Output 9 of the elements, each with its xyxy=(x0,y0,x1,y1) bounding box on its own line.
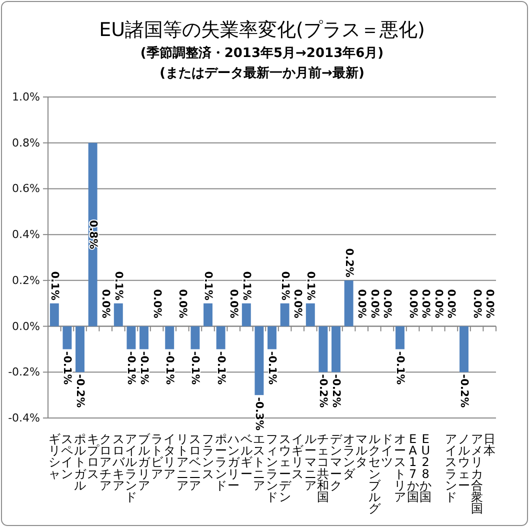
ytick-label: -0.4% xyxy=(8,412,40,424)
ytick-label: 0.8% xyxy=(12,136,40,150)
ytick-label: 0.6% xyxy=(12,182,40,196)
ytick-label: 0.0% xyxy=(12,320,40,333)
ytick-label: 1.0% xyxy=(12,90,40,104)
ytick-label: -0.2% xyxy=(8,366,40,379)
ytick-label: 0.4% xyxy=(12,228,40,242)
ytick-label: 0.2% xyxy=(12,274,40,287)
title: EU諸国等の失業率変化(プラス＝悪化) xyxy=(99,19,425,41)
